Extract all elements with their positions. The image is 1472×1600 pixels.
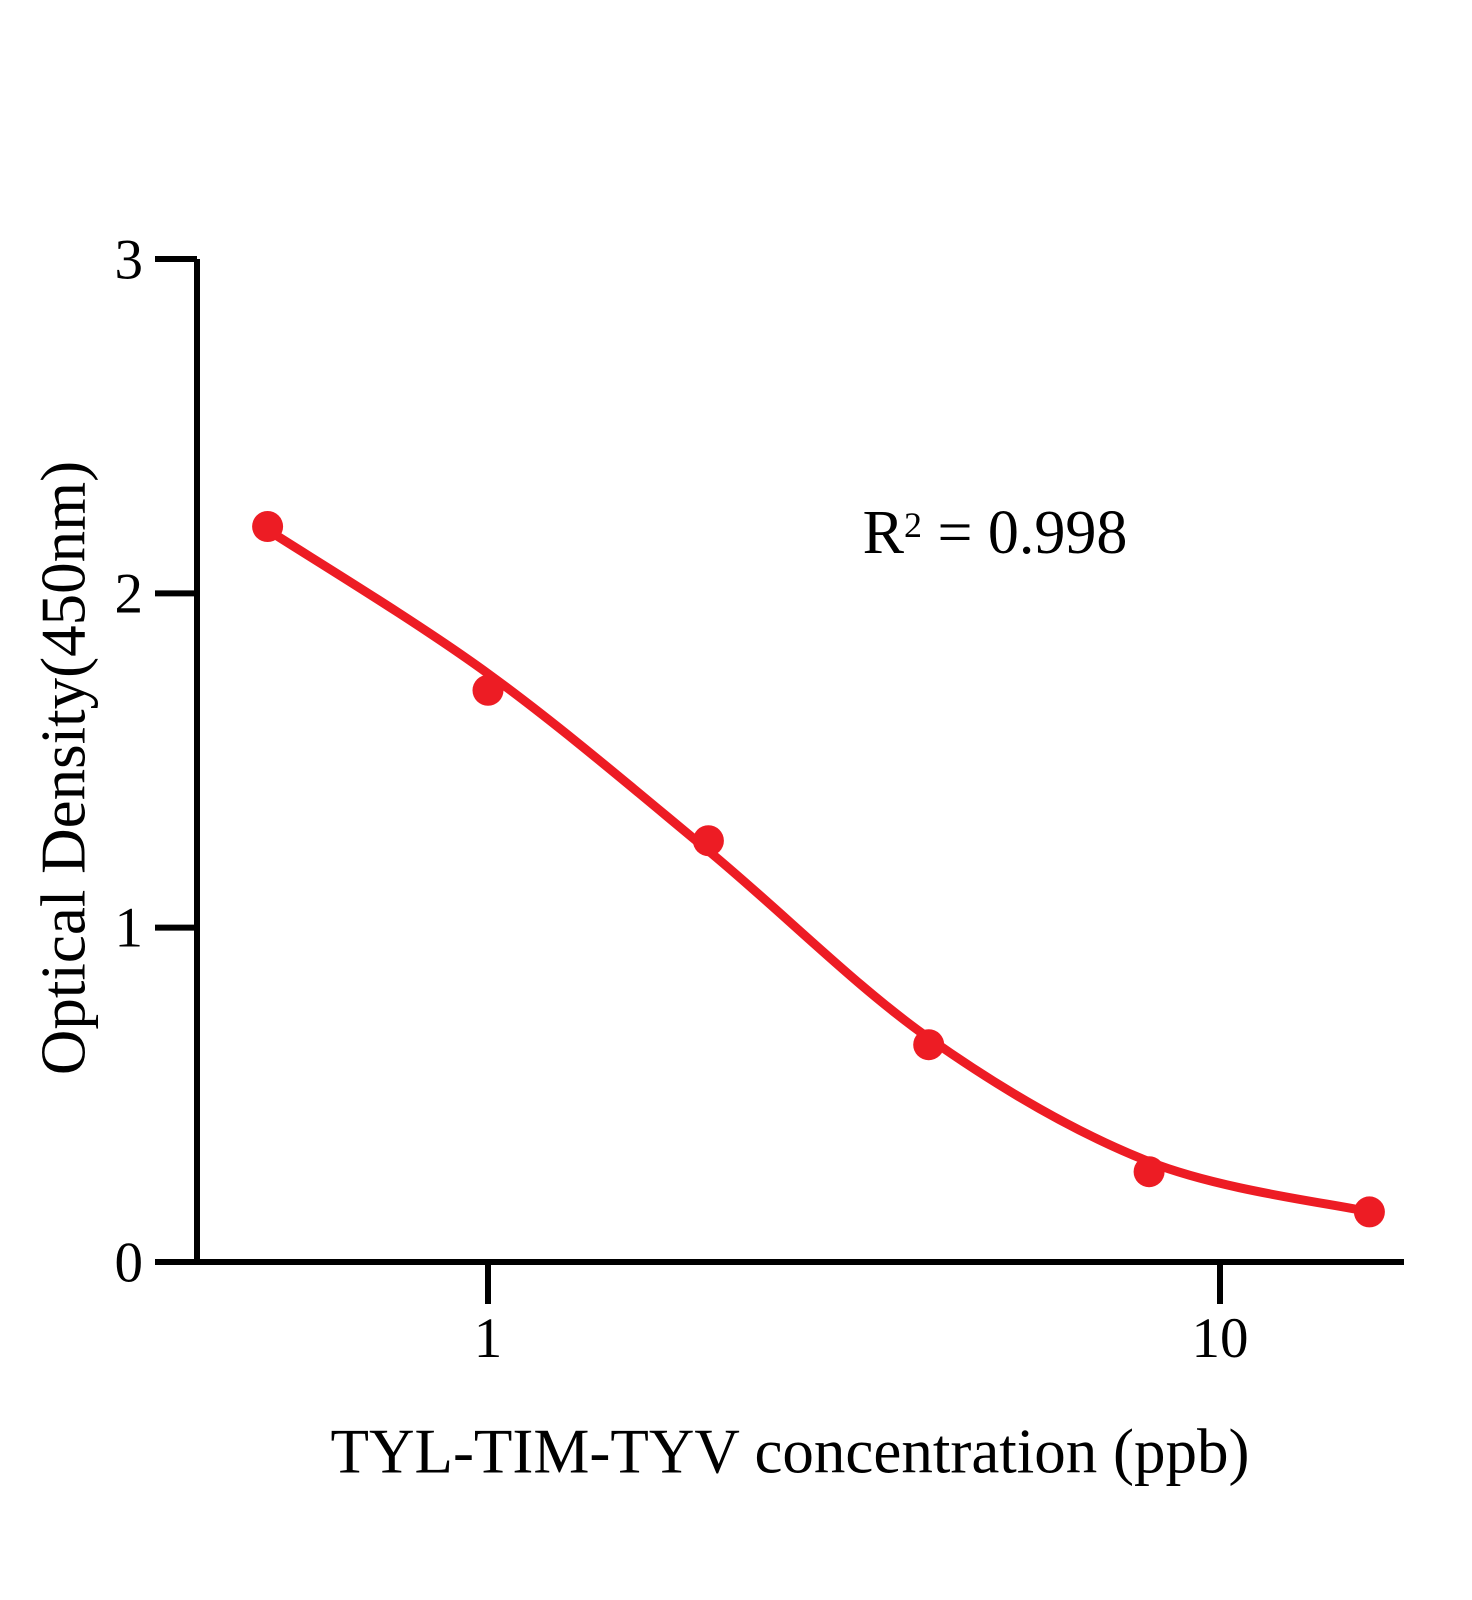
y-axis-title: Optical Density(450nm)	[28, 460, 99, 1076]
data-point-x8	[1133, 1156, 1165, 1188]
data-point-x4	[913, 1029, 945, 1061]
y-tick-label-1: 1	[114, 896, 144, 960]
y-tick-label-3: 3	[114, 228, 144, 292]
data-point-x16	[1353, 1196, 1385, 1228]
annotation-base: R	[862, 499, 904, 567]
annotation-value: = 0.998	[921, 499, 1128, 567]
data-point-x1	[472, 674, 504, 706]
fit-curve	[263, 525, 1374, 1217]
x-axis-title: TYL-TIM-TYV concentration (ppb)	[330, 1416, 1250, 1487]
y-tick-label-2: 2	[114, 562, 144, 626]
annotation-superscript: 2	[903, 504, 922, 545]
r-squared-annotation: R2 = 0.998	[863, 502, 1128, 564]
x-tick-label-1: 1	[473, 1307, 503, 1370]
data-point-x2	[692, 825, 724, 857]
data-point-x0.5	[252, 511, 284, 542]
x-tick-label-10: 10	[1191, 1307, 1249, 1370]
y-tick-label-0: 0	[114, 1231, 144, 1295]
